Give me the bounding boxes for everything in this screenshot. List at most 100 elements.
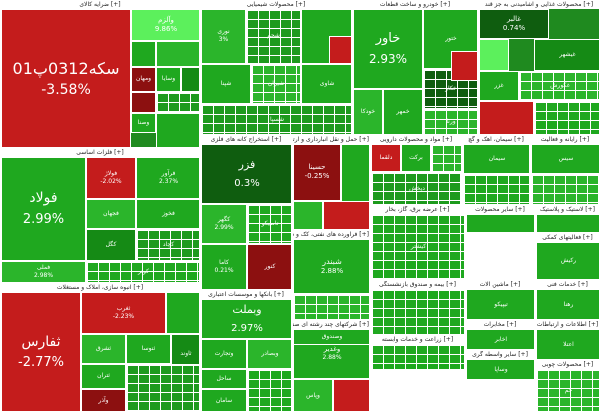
stock-cell[interactable]: ثفارس -2.77% [1, 292, 81, 411]
sector-7[interactable]: [+] مواد و محصولات دارویی دلقما برکت دپخش [370, 135, 462, 205]
sector-14[interactable]: [+] عرضه برق، گاز، بخار کیشتر [370, 205, 465, 280]
stock-cell[interactable]: وپاس [293, 379, 333, 411]
sector-23[interactable]: [+] خدمات فنی رهنا [535, 280, 600, 320]
stock-cell[interactable]: غالبر 0.74% [479, 9, 549, 39]
stock-cell[interactable]: جم [536, 369, 599, 411]
sector-5[interactable]: [+] استخراج کانه های فلزی فزر 0.3% کگهر 2.99… [200, 135, 292, 290]
stock-cell[interactable]: وآلزم 9.86% [131, 9, 199, 41]
stock-cell[interactable]: وآذر [81, 389, 126, 411]
sector-header: [+] خودرو و ساخت قطعات [353, 1, 477, 9]
sector-15[interactable]: [+] بیمه و صندوق بازنشستگی [370, 280, 465, 335]
stock-cell[interactable]: کاما 0.21% [201, 244, 247, 289]
stock-cell[interactable]: وبصادر [247, 339, 291, 369]
stock-cell[interactable]: وصندوق [293, 329, 369, 345]
stock-cell[interactable]: خودکا [353, 89, 383, 134]
sector-18[interactable]: [+] زراعت و خدمات وابسته [370, 335, 465, 370]
sector-header: [+] محصولات شیمیایی [201, 1, 351, 9]
stock-cell[interactable]: رکیش [536, 242, 599, 279]
stock-cell[interactable]: سیس [531, 144, 599, 174]
stock-cell[interactable]: برکت [401, 144, 431, 172]
stock-cell[interactable]: کوثر [86, 261, 199, 282]
stock-cell[interactable]: تاصیکو [247, 204, 291, 244]
sector-4[interactable]: [+] فلزات اساسی فولاد 2.99% فملی 2.98% فولاژ -… [0, 148, 200, 283]
stock-change: 2.98% [33, 272, 54, 279]
stock-cell[interactable]: ساحل [201, 369, 247, 389]
stock-symbol: کنور [264, 263, 276, 271]
stock-cell[interactable]: اعتلا [536, 329, 599, 359]
sector-header: [+] زراعت و خدمات وابسته [371, 336, 464, 344]
sector-9[interactable]: [+] رایانه و فعالیت سیس [530, 135, 600, 205]
stock-cell[interactable]: ومهان [131, 67, 156, 92]
stock-cell[interactable]: غکورش [519, 71, 599, 101]
stock-cell[interactable]: شسپا [201, 104, 351, 134]
stock-symbol: وسایا [161, 75, 176, 83]
stock-cell[interactable]: شپنا [201, 64, 251, 104]
stock-cell[interactable]: شاوی [301, 64, 351, 104]
stock-cell[interactable]: کچاد [136, 229, 199, 261]
stock-cell[interactable]: وصنا [131, 113, 156, 133]
stock-cell[interactable]: کنور [247, 244, 291, 289]
stock-cell[interactable]: تیپیکو [466, 289, 534, 319]
stock-symbol: ثشرق [96, 344, 111, 352]
stock-cell[interactable]: فخوز [136, 199, 199, 229]
stock-cell[interactable]: شبندر 2.88% [293, 239, 369, 294]
sector-6[interactable]: [+] حمل و نقل انبارداری و ارتباطاتحسینا-… [292, 135, 370, 230]
stock-cell[interactable]: سیمان [463, 144, 529, 174]
sector-22[interactable]: [+] فعالیتهای کمکی رکیش [535, 233, 600, 280]
stock-cell[interactable]: نوری 3% [201, 9, 246, 64]
stock-cell[interactable]: سامان [201, 389, 247, 411]
stock-cell-blank [131, 92, 156, 113]
stock-symbol: کگل [105, 240, 117, 248]
stock-cell[interactable]: ثنوسا [126, 334, 171, 364]
sector-21[interactable]: [+] سایر واسطه گری وساپا [465, 350, 535, 380]
stock-cell[interactable]: شجم [246, 9, 301, 64]
stock-cell[interactable]: ثغرب -2.23% [81, 292, 166, 334]
stock-cell[interactable]: وساپا [466, 359, 534, 379]
stock-cell[interactable]: فولاژ -2.02% [86, 157, 136, 199]
sector-16[interactable]: [+] سایر محصولات [465, 205, 535, 233]
stock-cell[interactable]: وسایا [156, 67, 181, 92]
stock-symbol: سیمان [488, 154, 506, 162]
stock-cell[interactable]: دپخش [371, 172, 461, 204]
sector-8[interactable]: [+] سیمان، آهک و گچ سیمان [462, 135, 530, 205]
stock-cell[interactable]: ورنا [423, 109, 477, 134]
stock-cell[interactable]: غزر [479, 71, 519, 101]
stock-cell[interactable]: وتجارت [201, 339, 247, 369]
stock-cell[interactable]: حسینا -0.25% [293, 144, 341, 201]
sector-17[interactable]: [+] لاستیک و پلاستیک [535, 205, 600, 233]
stock-cell[interactable]: رهنا [536, 289, 599, 319]
sector-3[interactable]: [+] محصولات غذایی و آشامیدنی به جز قند غا… [478, 0, 600, 135]
stock-cell[interactable]: اخابر [466, 329, 534, 349]
stock-cell[interactable]: خمهر [383, 89, 423, 134]
sector-0[interactable]: [+] ضرایه کالای سکه0312پ01 -3.58% وآلزم 9.86… [0, 0, 200, 148]
stock-cell[interactable]: وبملت 2.97% [201, 299, 291, 339]
sector-2[interactable]: [+] خودرو و ساخت قطعات خاور 2.93% خودکا خمهر… [352, 0, 478, 135]
stock-cell-blank [531, 174, 599, 204]
stock-cell[interactable]: فملی 2.98% [1, 261, 86, 282]
sector-1[interactable]: [+] محصولات شیمیایی نوری 3% شجم شپنا شیران شاو… [200, 0, 352, 135]
stock-cell[interactable]: ثشرق [81, 334, 126, 364]
stock-cell[interactable]: شیران [251, 64, 301, 104]
stock-cell[interactable]: کیشتر [371, 214, 464, 279]
sector-12[interactable]: [+] فراورده های نفتی، کک و سوخت هسته ایش… [292, 230, 370, 320]
stock-cell[interactable]: خاور 2.93% [353, 9, 423, 89]
sector-11[interactable]: [+] بانکها و موسسات اعتباری وبملت 2.97% وتج… [200, 290, 292, 412]
stock-cell[interactable]: کگهر 2.99% [201, 204, 247, 244]
stock-cell[interactable]: فزر 0.3% [201, 144, 291, 204]
sector-24[interactable]: [+] اطلاعات و ارتباطات اعتلا [535, 320, 600, 360]
stock-cell[interactable]: غیشهر [534, 39, 599, 71]
stock-cell[interactable]: فولاد 2.99% [1, 157, 86, 261]
stock-cell[interactable]: دلقما [371, 144, 401, 172]
stock-cell[interactable]: کگل [86, 229, 136, 261]
stock-cell-blank [431, 144, 461, 172]
stock-cell[interactable]: فجهان [86, 199, 136, 229]
stock-cell[interactable]: سکه0312پ01 -3.58% [1, 9, 131, 147]
sector-20[interactable]: [+] مخابرات اخابر [465, 320, 535, 350]
sector-19[interactable]: [+] ماشین آلات تیپیکو [465, 280, 535, 320]
stock-cell[interactable]: فرآور 2.37% [136, 157, 199, 199]
sector-10[interactable]: [+] انبوه سازی، املاک و مستغلات ثفارس -2.7… [0, 283, 200, 412]
sector-25[interactable]: [+] محصولات چوبی جم [535, 360, 600, 412]
stock-cell[interactable]: ثتران [81, 364, 126, 389]
